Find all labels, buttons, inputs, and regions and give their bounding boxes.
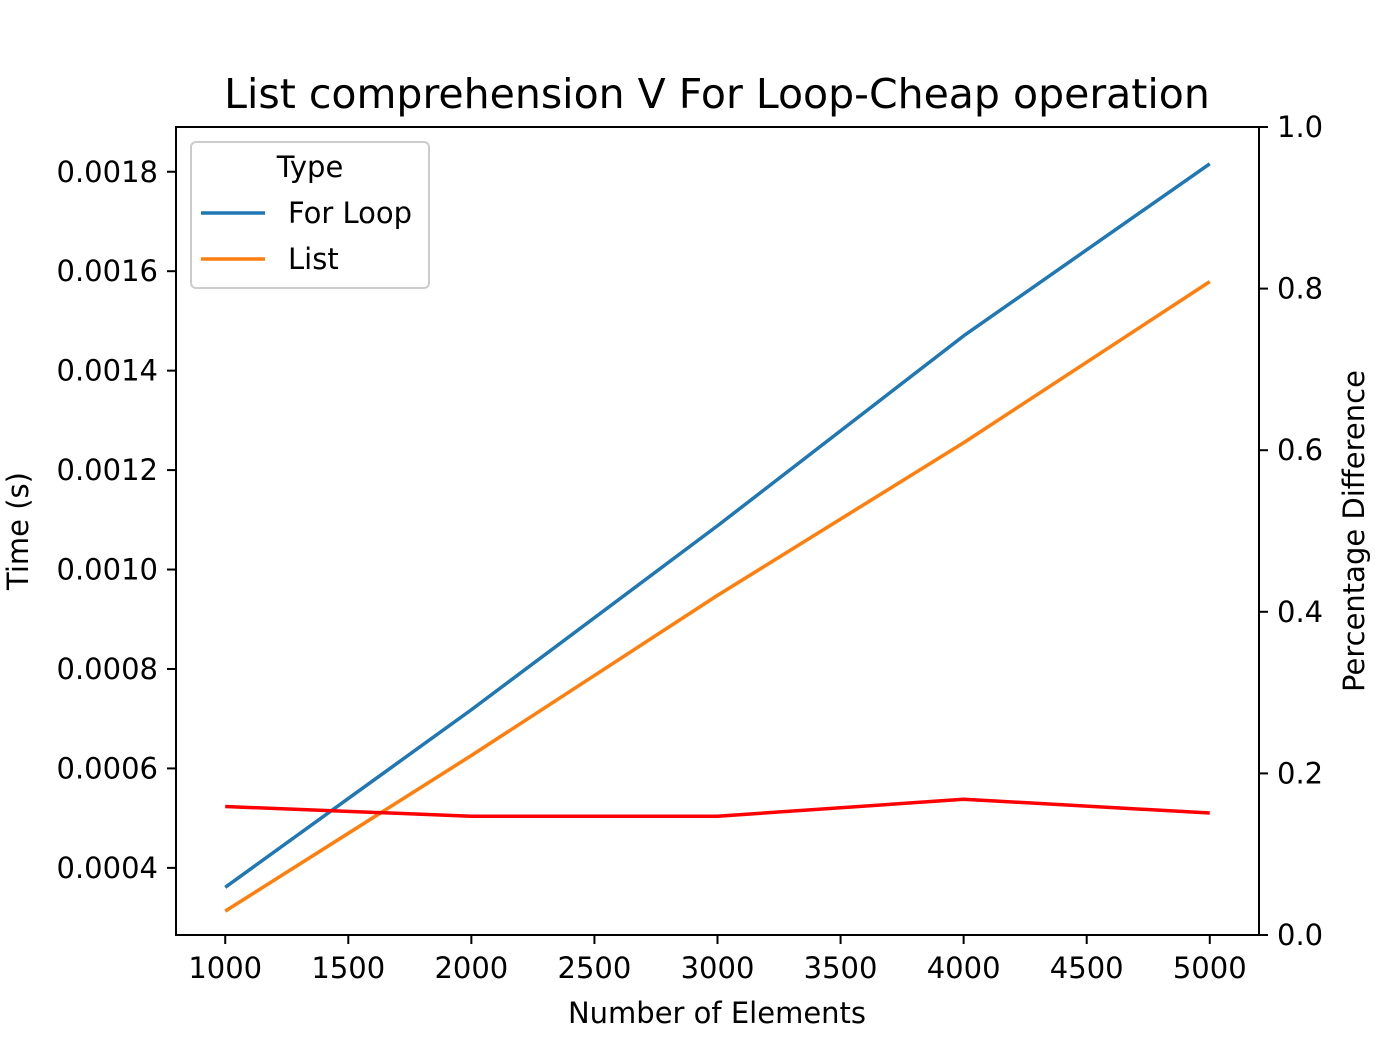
y-axis-ticks: 0.0004 0.0006 0.0008 0.0010 0.0012 0.0014 0.00… <box>57 155 176 885</box>
x-tick-label: 4500 <box>1050 951 1124 985</box>
x-tick-label: 3000 <box>681 951 755 985</box>
x-tick-label: 1500 <box>311 951 385 985</box>
y-axis-label: Time (s) <box>1 472 35 591</box>
y-tick-label: 0.0008 <box>57 652 158 686</box>
series-line-percentage-difference <box>225 797 1210 818</box>
y2-tick-label: 0.0 <box>1277 918 1323 952</box>
x-tick-label: 1000 <box>188 951 262 985</box>
x-axis-ticks: 1000 1500 2000 2500 3000 3500 4000 4500 5000 <box>188 935 1247 985</box>
legend: Type For Loop List <box>190 141 430 289</box>
x-tick-label: 2500 <box>558 951 632 985</box>
x-tick-label: 4000 <box>927 951 1001 985</box>
y2-axis-label: Percentage Difference <box>1337 370 1371 692</box>
x-tick-label: 2000 <box>434 951 508 985</box>
series-line-for-loop <box>224 162 1211 889</box>
legend-box <box>190 141 430 289</box>
y2-axis-ticks: 0.0 0.2 0.4 0.6 0.8 1.0 <box>1259 110 1323 952</box>
x-axis-label: Number of Elements <box>568 996 866 1030</box>
x-tick-label: 3500 <box>804 951 878 985</box>
chart-title: List comprehension V For Loop-Cheap oper… <box>224 70 1210 118</box>
y-tick-label: 0.0006 <box>57 751 158 785</box>
y2-tick-label: 1.0 <box>1277 110 1323 144</box>
y-tick-label: 0.0004 <box>57 851 158 885</box>
y-tick-label: 0.0012 <box>57 453 158 487</box>
y2-tick-label: 0.8 <box>1277 272 1323 306</box>
legend-label: List <box>288 242 339 276</box>
legend-title: Type <box>276 150 344 184</box>
x-tick-label: 5000 <box>1173 951 1247 985</box>
y-tick-label: 0.0016 <box>57 254 158 288</box>
y-tick-label: 0.0014 <box>57 354 158 388</box>
y2-tick-label: 0.6 <box>1277 433 1323 467</box>
y-tick-label: 0.0018 <box>57 155 158 189</box>
legend-entries: For Loop List <box>201 196 412 276</box>
y-tick-label: 0.0010 <box>57 553 158 587</box>
legend-label: For Loop <box>288 196 412 230</box>
series-layer <box>224 162 1211 913</box>
series-line-list <box>224 280 1211 913</box>
y2-tick-label: 0.4 <box>1277 595 1323 629</box>
y2-tick-label: 0.2 <box>1277 756 1323 790</box>
